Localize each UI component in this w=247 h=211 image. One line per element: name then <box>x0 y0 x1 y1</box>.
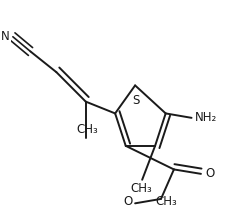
Text: CH₃: CH₃ <box>130 182 152 195</box>
Text: N: N <box>1 30 10 43</box>
Text: NH₂: NH₂ <box>195 111 217 124</box>
Text: CH₃: CH₃ <box>155 195 177 208</box>
Text: O: O <box>123 195 132 208</box>
Text: O: O <box>205 167 214 180</box>
Text: CH₃: CH₃ <box>76 123 98 135</box>
Text: S: S <box>133 94 140 107</box>
